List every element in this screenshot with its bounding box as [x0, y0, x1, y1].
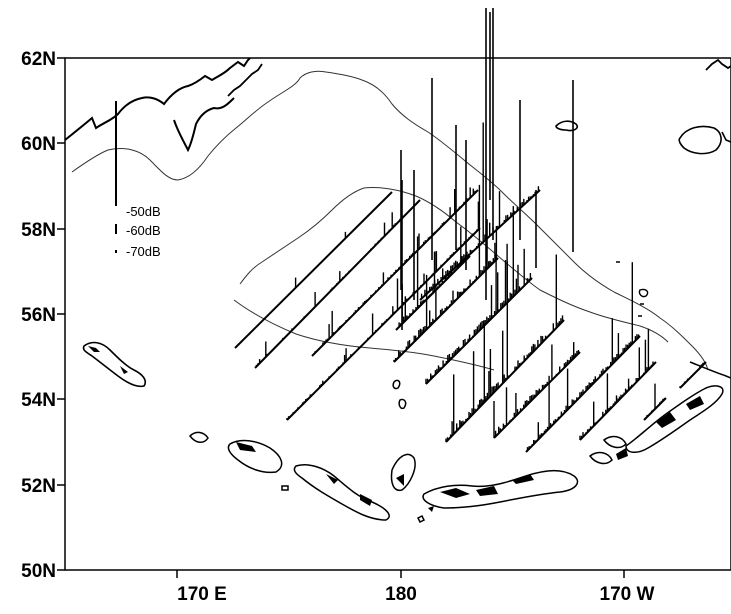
island-dot-3	[398, 398, 407, 410]
commander-islands	[82, 341, 147, 388]
attu-island	[189, 431, 209, 443]
near-islands	[227, 439, 283, 474]
coastline-siberia	[64, 57, 251, 141]
unimak-fox-islands	[625, 385, 724, 453]
lon-tick-labels: 170 E 180 170 W	[177, 584, 654, 605]
aleutian-islands-fill	[236, 396, 704, 512]
map-frame	[64, 57, 731, 571]
amplitude-legend: -50dB -60dB -70dB	[115, 101, 161, 259]
small-islands-east	[616, 261, 649, 317]
rat-islands	[293, 464, 390, 521]
coastline-alaska-west	[721, 131, 731, 143]
st-lawrence-island	[555, 120, 579, 132]
lat-axis	[57, 57, 65, 571]
survey-track-line	[393, 257, 499, 363]
lon-label-180: 180	[385, 584, 417, 605]
lat-label-56: 56N	[21, 305, 56, 326]
alaska-peninsula-tip	[689, 361, 731, 379]
survey-track-line	[493, 351, 581, 439]
coastline-siberia-north	[227, 63, 263, 97]
lat-label-52: 52N	[21, 476, 56, 497]
legend-label-60db: -60dB	[126, 223, 161, 238]
survey-track-line	[254, 199, 421, 369]
shelf-break-contour	[71, 70, 709, 371]
amchitka-island	[390, 453, 416, 492]
islands-east	[588, 435, 627, 465]
shelf-break-contour-inner	[239, 187, 669, 343]
lat-label-50: 50N	[21, 561, 56, 582]
lat-tick-labels: 62N 60N 58N 56N 54N 52N 50N	[21, 49, 56, 582]
commander-islands-fill	[88, 346, 128, 374]
island-dot-4	[392, 379, 401, 390]
lat-label-60: 60N	[21, 134, 56, 155]
lat-label-58: 58N	[21, 220, 56, 241]
legend-label-50db: -50dB	[126, 204, 161, 219]
coastline-siberia-inlet	[173, 97, 235, 153]
island-dot-2	[281, 485, 289, 491]
lon-label-170w: 170 W	[600, 584, 655, 605]
lat-label-62: 62N	[21, 49, 56, 70]
lon-axis	[176, 570, 625, 578]
island-dot-1	[416, 514, 426, 524]
acoustic-spikes	[255, 8, 706, 451]
nunivak-island	[678, 125, 722, 155]
survey-tracks	[234, 189, 707, 453]
lon-label-170e: 170 E	[177, 584, 227, 605]
andreanof-islands	[422, 470, 579, 509]
legend-label-70db: -70dB	[126, 244, 161, 259]
aleutian-islands	[189, 361, 731, 524]
lat-label-54: 54N	[21, 390, 56, 411]
survey-track-line	[234, 191, 393, 349]
coastline-alaska-north	[705, 58, 731, 71]
